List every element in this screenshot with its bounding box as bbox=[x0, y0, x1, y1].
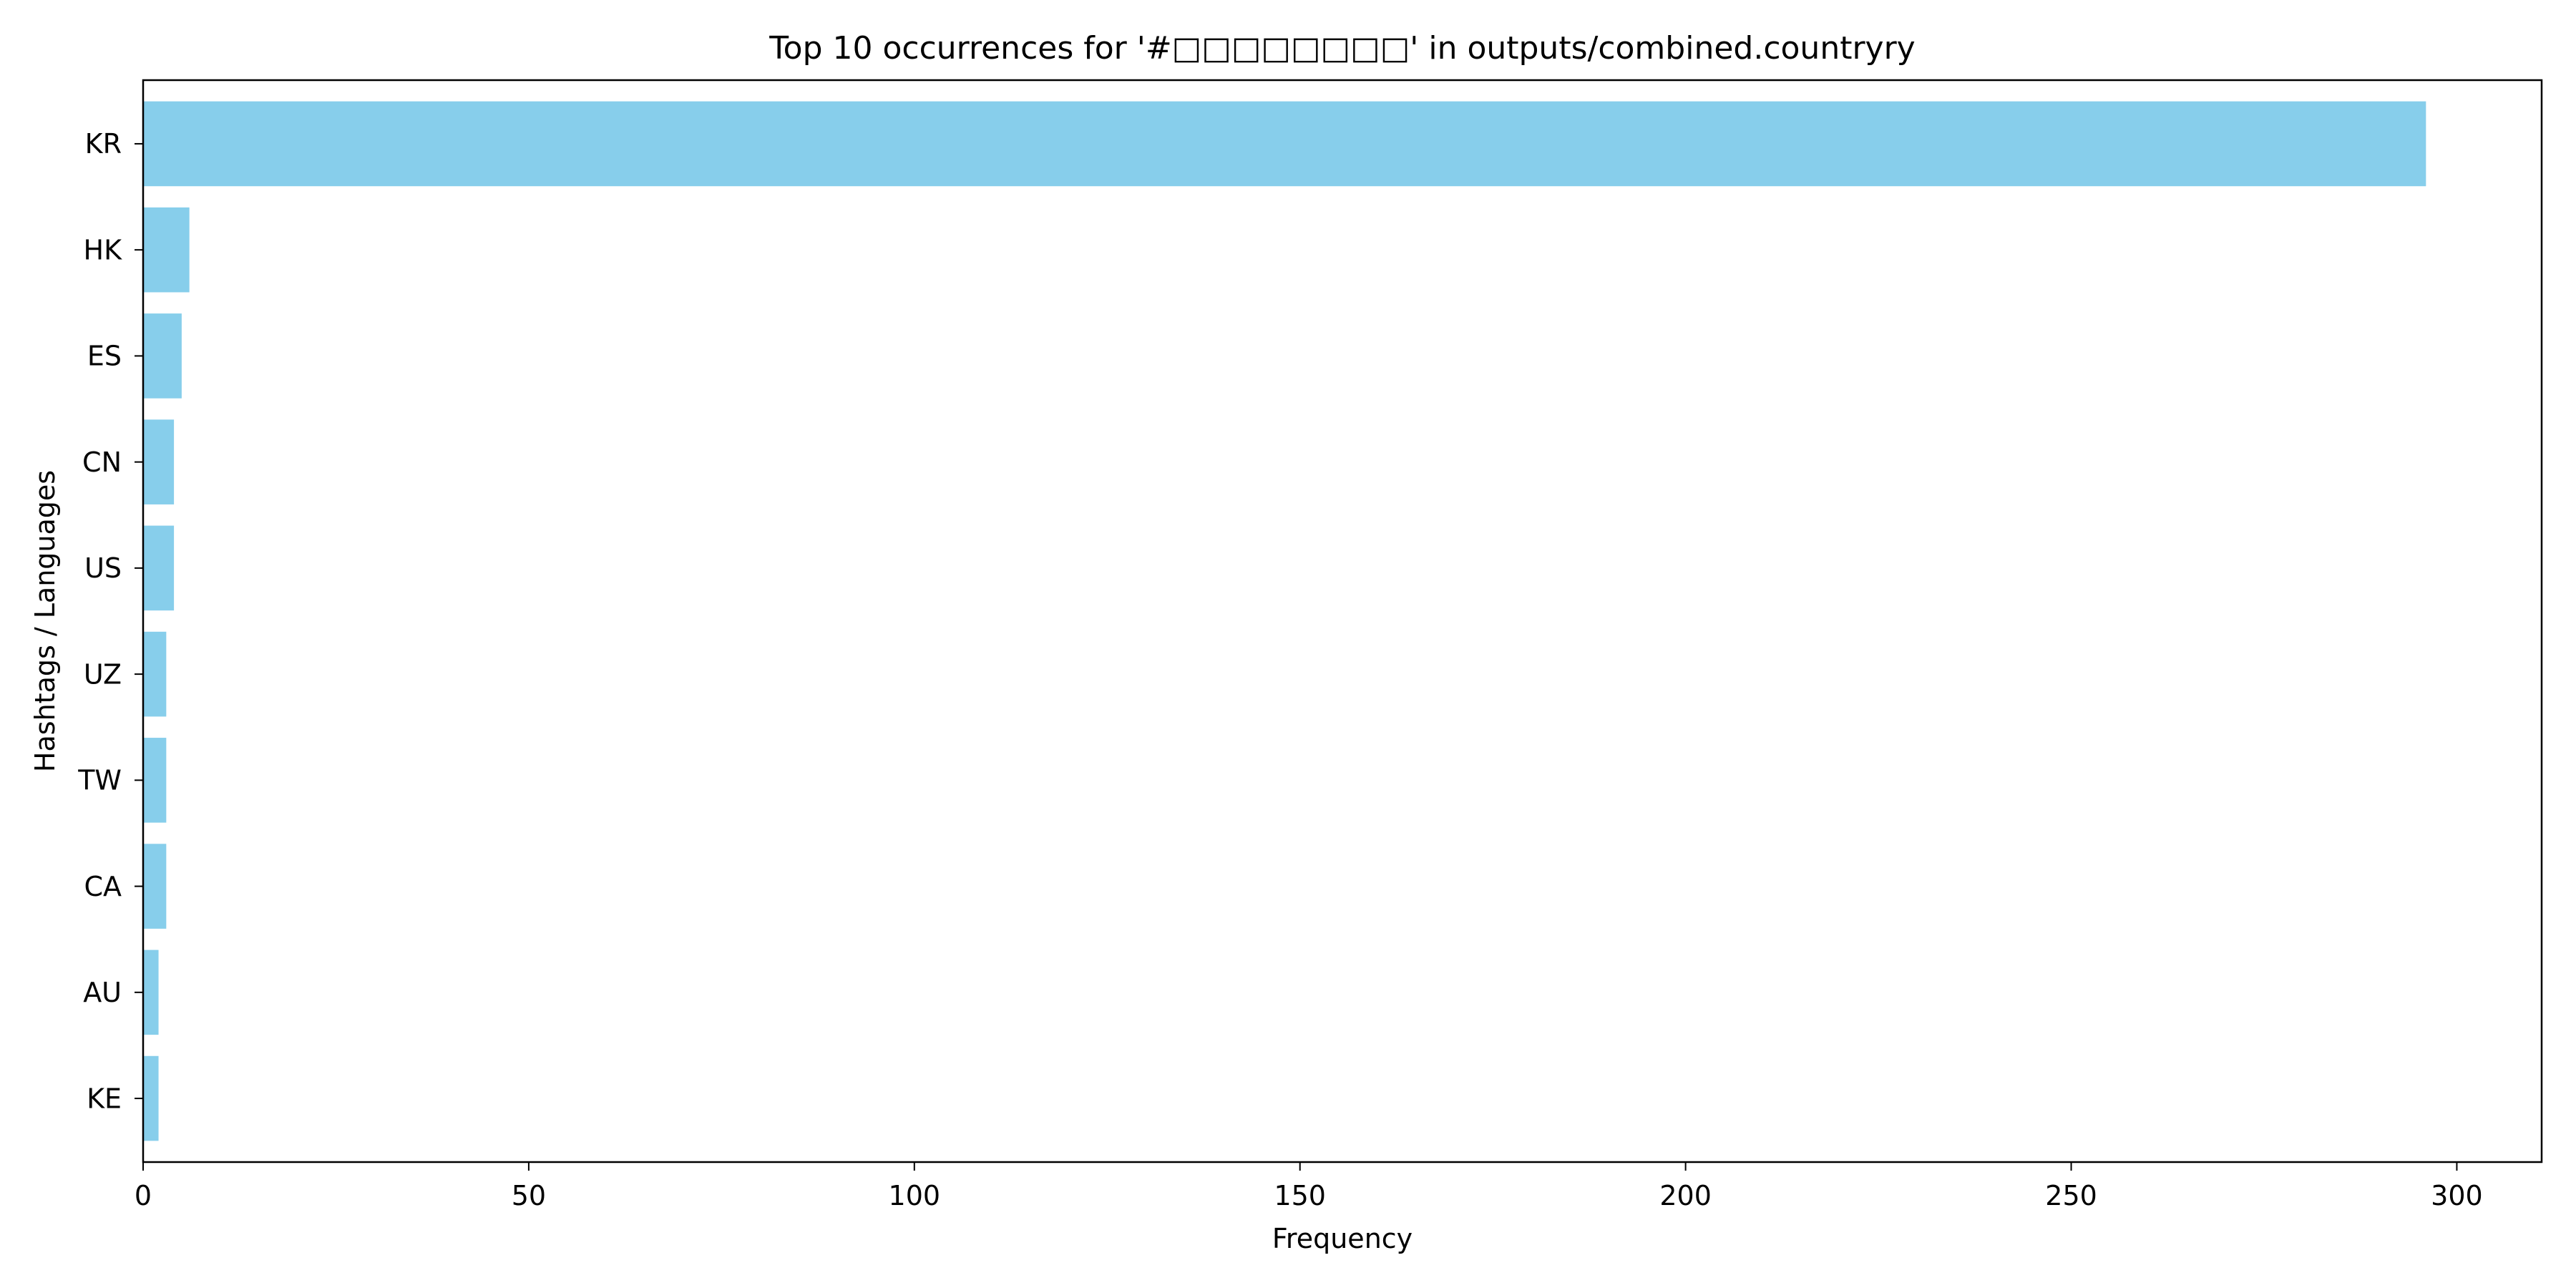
bar-tw bbox=[143, 738, 167, 823]
x-tick-label: 0 bbox=[135, 1180, 152, 1211]
x-ticks: 0 50 100 150 200 250 300 bbox=[135, 1162, 2483, 1211]
bar-hk bbox=[143, 207, 190, 293]
bar-au bbox=[143, 950, 159, 1035]
bar-ke bbox=[143, 1055, 159, 1141]
x-tick-label: 100 bbox=[889, 1180, 941, 1211]
bar-us bbox=[143, 525, 175, 611]
y-tick-label: KR bbox=[85, 128, 122, 160]
bar-kr bbox=[143, 101, 2426, 187]
chart-title: Top 10 occurrences for '#□□□□□□□□' in ou… bbox=[769, 30, 1915, 67]
x-axis-label: Frequency bbox=[1272, 1223, 1413, 1254]
x-tick-label: 50 bbox=[512, 1180, 546, 1211]
x-tick-label: 250 bbox=[2045, 1180, 2097, 1211]
y-tick-label: UZ bbox=[84, 658, 122, 690]
x-tick-label: 300 bbox=[2431, 1180, 2483, 1211]
y-tick-label: US bbox=[84, 552, 122, 584]
bar-ca bbox=[143, 844, 167, 929]
y-tick-label: TW bbox=[77, 765, 122, 796]
y-tick-label: CA bbox=[84, 871, 122, 902]
y-tick-label: AU bbox=[83, 977, 122, 1008]
bars-layer bbox=[143, 101, 2426, 1141]
y-tick-label: ES bbox=[87, 341, 122, 372]
y-tick-label: HK bbox=[84, 234, 123, 265]
bar-cn bbox=[143, 419, 175, 504]
y-tick-label: KE bbox=[87, 1083, 122, 1114]
x-tick-label: 150 bbox=[1274, 1180, 1326, 1211]
x-tick-label: 200 bbox=[1659, 1180, 1712, 1211]
bar-es bbox=[143, 313, 182, 399]
y-axis-label: Hashtags / Languages bbox=[29, 470, 61, 772]
y-ticks: KR HK ES CN US UZ TW CA AU KE bbox=[77, 128, 143, 1114]
y-tick-label: CN bbox=[82, 447, 122, 478]
plot-frame bbox=[142, 79, 2543, 1163]
bar-uz bbox=[143, 631, 167, 717]
